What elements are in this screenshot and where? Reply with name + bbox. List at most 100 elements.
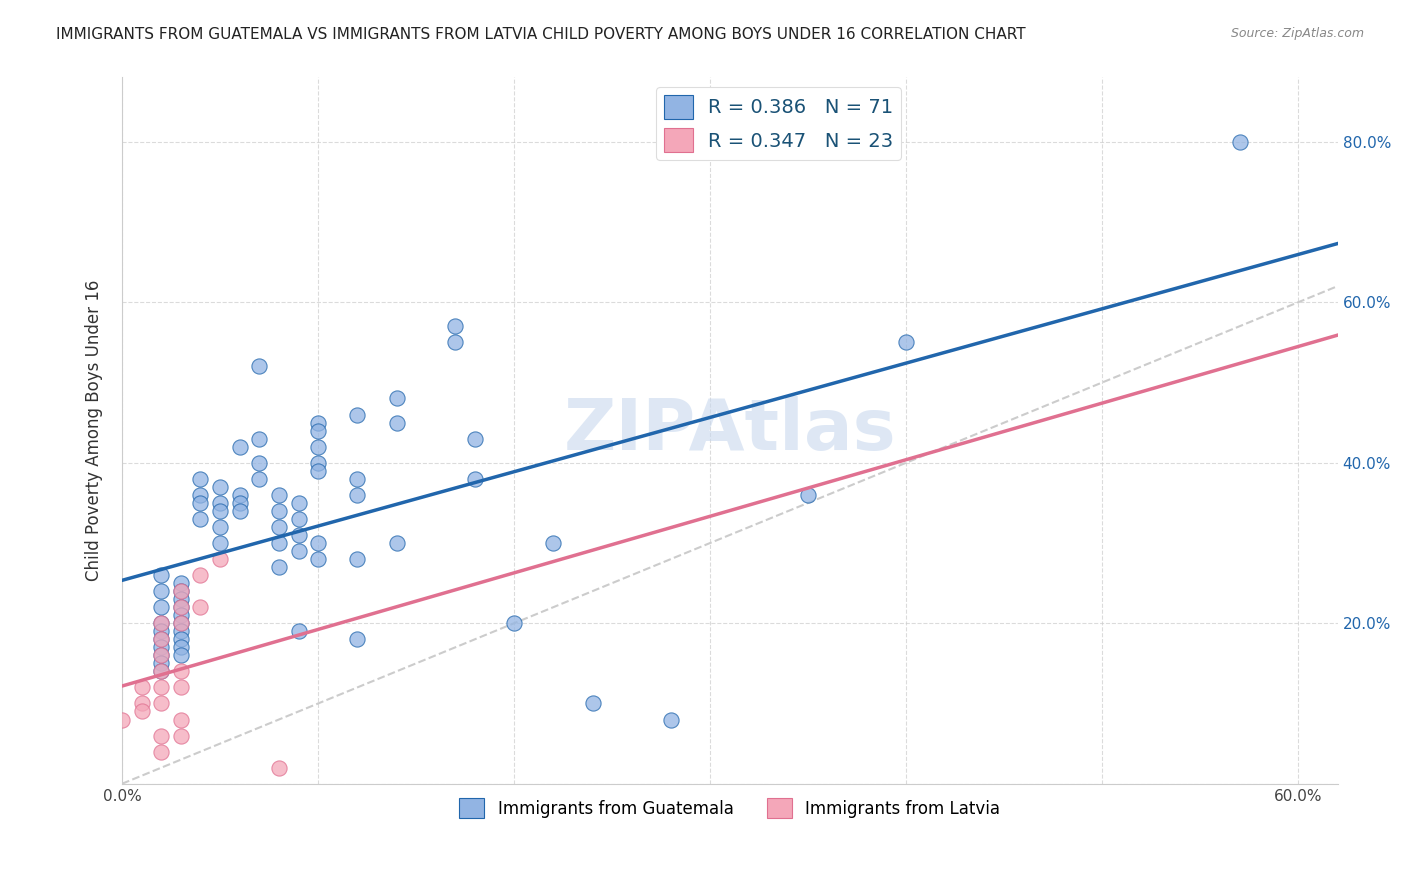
- Point: [150, 632, 173, 647]
- Point: [346, 472, 368, 486]
- Point: [209, 496, 232, 510]
- Text: ZIPAtlas: ZIPAtlas: [564, 396, 896, 465]
- Point: [385, 416, 408, 430]
- Point: [307, 440, 329, 454]
- Point: [150, 600, 173, 615]
- Point: [150, 681, 173, 695]
- Text: Source: ZipAtlas.com: Source: ZipAtlas.com: [1230, 27, 1364, 40]
- Point: [209, 504, 232, 518]
- Point: [209, 552, 232, 566]
- Point: [150, 616, 173, 631]
- Point: [247, 432, 270, 446]
- Point: [170, 729, 193, 743]
- Point: [464, 472, 486, 486]
- Point: [170, 665, 193, 679]
- Point: [307, 416, 329, 430]
- Point: [209, 480, 232, 494]
- Point: [659, 713, 682, 727]
- Point: [267, 761, 290, 775]
- Point: [170, 600, 193, 615]
- Point: [150, 665, 173, 679]
- Point: [267, 520, 290, 534]
- Point: [170, 713, 193, 727]
- Point: [190, 472, 212, 486]
- Point: [190, 568, 212, 582]
- Point: [170, 640, 193, 655]
- Point: [111, 713, 134, 727]
- Point: [228, 440, 250, 454]
- Point: [307, 552, 329, 566]
- Point: [287, 624, 309, 639]
- Point: [228, 504, 250, 518]
- Point: [190, 512, 212, 526]
- Point: [190, 496, 212, 510]
- Point: [150, 632, 173, 647]
- Point: [150, 648, 173, 663]
- Point: [150, 657, 173, 671]
- Point: [287, 512, 309, 526]
- Point: [170, 584, 193, 599]
- Point: [543, 536, 565, 550]
- Point: [444, 319, 467, 334]
- Point: [385, 392, 408, 406]
- Point: [170, 681, 193, 695]
- Point: [150, 624, 173, 639]
- Point: [287, 544, 309, 558]
- Point: [131, 697, 153, 711]
- Point: [150, 584, 173, 599]
- Point: [1229, 135, 1251, 149]
- Point: [170, 648, 193, 663]
- Point: [209, 536, 232, 550]
- Point: [287, 528, 309, 542]
- Point: [444, 335, 467, 350]
- Point: [170, 576, 193, 591]
- Point: [307, 536, 329, 550]
- Point: [267, 560, 290, 574]
- Point: [170, 592, 193, 607]
- Point: [581, 697, 603, 711]
- Point: [346, 552, 368, 566]
- Point: [307, 424, 329, 438]
- Point: [464, 432, 486, 446]
- Point: [247, 456, 270, 470]
- Point: [247, 359, 270, 374]
- Point: [385, 536, 408, 550]
- Point: [346, 488, 368, 502]
- Point: [150, 729, 173, 743]
- Point: [170, 584, 193, 599]
- Point: [896, 335, 918, 350]
- Point: [150, 697, 173, 711]
- Point: [267, 504, 290, 518]
- Point: [190, 600, 212, 615]
- Point: [170, 616, 193, 631]
- Point: [307, 456, 329, 470]
- Y-axis label: Child Poverty Among Boys Under 16: Child Poverty Among Boys Under 16: [86, 280, 103, 582]
- Point: [150, 745, 173, 759]
- Point: [150, 665, 173, 679]
- Text: IMMIGRANTS FROM GUATEMALA VS IMMIGRANTS FROM LATVIA CHILD POVERTY AMONG BOYS UND: IMMIGRANTS FROM GUATEMALA VS IMMIGRANTS …: [56, 27, 1026, 42]
- Point: [267, 488, 290, 502]
- Point: [150, 640, 173, 655]
- Point: [131, 681, 153, 695]
- Point: [307, 464, 329, 478]
- Point: [170, 624, 193, 639]
- Point: [190, 488, 212, 502]
- Point: [170, 616, 193, 631]
- Point: [150, 616, 173, 631]
- Point: [170, 632, 193, 647]
- Point: [346, 632, 368, 647]
- Point: [170, 608, 193, 623]
- Point: [228, 496, 250, 510]
- Point: [247, 472, 270, 486]
- Point: [170, 600, 193, 615]
- Point: [209, 520, 232, 534]
- Point: [150, 648, 173, 663]
- Point: [228, 488, 250, 502]
- Point: [287, 496, 309, 510]
- Point: [267, 536, 290, 550]
- Point: [150, 568, 173, 582]
- Point: [797, 488, 820, 502]
- Point: [503, 616, 526, 631]
- Legend: Immigrants from Guatemala, Immigrants from Latvia: Immigrants from Guatemala, Immigrants fr…: [453, 791, 1007, 825]
- Point: [131, 705, 153, 719]
